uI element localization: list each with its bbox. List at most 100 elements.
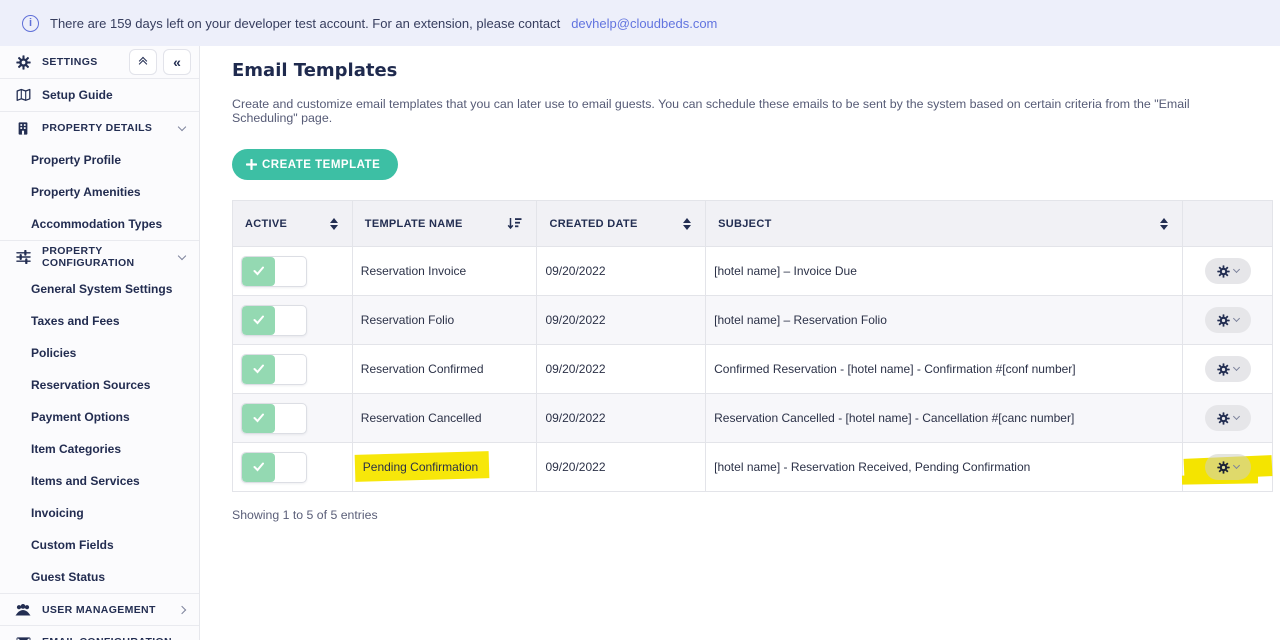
column-header-created-date[interactable]: CREATED DATE (537, 201, 707, 246)
chevron-down-icon (1232, 412, 1240, 421)
row-actions-button[interactable] (1204, 454, 1251, 480)
column-header-subject[interactable]: SUBJECT (706, 201, 1184, 246)
template-name-cell: Reservation Invoice (353, 247, 538, 295)
email-templates-table: ACTIVE TEMPLATE NAME CREATED DATE SUBJEC… (232, 200, 1273, 492)
sidebar-item-property-details[interactable]: PROPERTY DETAILS (0, 112, 199, 144)
chevron-down-icon (1232, 265, 1240, 274)
collapse-all-icon (138, 56, 148, 68)
sidebar-item-label: PROPERTY CONFIGURATION (42, 245, 135, 269)
column-label: TEMPLATE NAME (364, 217, 463, 230)
sliders-icon (15, 250, 31, 264)
sidebar-item-label: Items and Services (31, 474, 140, 488)
template-name-cell: Reservation Cancelled (353, 394, 538, 442)
collapse-all-button[interactable] (129, 49, 157, 75)
gear-icon (15, 54, 31, 70)
sort-descending-icon (508, 218, 522, 230)
column-label: CREATED DATE (549, 217, 638, 230)
sidebar-item-label: Setup Guide (42, 88, 113, 102)
highlighted-actions-wrapper (1181, 454, 1272, 485)
template-name-cell: Reservation Folio (353, 296, 538, 344)
table-row-highlighted: Pending Confirmation 09/20/2022 [hotel n… (233, 442, 1272, 491)
collapse-sidebar-button[interactable] (163, 49, 191, 75)
table-row: Reservation Folio 09/20/2022 [hotel name… (233, 295, 1272, 344)
created-date-cell: 09/20/2022 (537, 296, 707, 344)
sidebar-item-setup-guide[interactable]: Setup Guide (0, 79, 199, 112)
sidebar-item-invoicing[interactable]: Invoicing (0, 497, 199, 529)
column-label: ACTIVE (245, 217, 288, 230)
sidebar-item-item-categories[interactable]: Item Categories (0, 433, 199, 465)
sidebar-item-label: EMAIL CONFIGURATION (42, 636, 179, 640)
sort-icon (330, 218, 338, 230)
created-date-cell: 09/20/2022 (537, 443, 707, 491)
map-icon (15, 88, 31, 102)
sidebar-item-label: Item Categories (31, 442, 122, 456)
table-row: Reservation Confirmed 09/20/2022 Confirm… (233, 344, 1272, 393)
active-toggle[interactable] (241, 402, 307, 434)
check-icon (242, 305, 275, 335)
sidebar-item-label: General System Settings (31, 282, 173, 296)
subject-cell: [hotel name] – Reservation Folio (706, 296, 1184, 344)
sidebar-item-label: USER MANAGEMENT (42, 603, 156, 616)
sidebar-item-guest-status[interactable]: Guest Status (0, 561, 199, 593)
template-name-cell-highlighted: Pending Confirmation (362, 460, 479, 474)
banner-email-link[interactable]: devhelp@cloudbeds.com (571, 15, 718, 31)
info-icon (22, 14, 39, 32)
check-icon (242, 452, 275, 482)
sidebar-item-label: Policies (31, 346, 77, 360)
create-template-button[interactable]: CREATE TEMPLATE (232, 149, 399, 180)
created-date-cell: 09/20/2022 (537, 394, 707, 442)
sidebar-item-label: Custom Fields (31, 538, 114, 552)
email-templates-page: Email Templates Create and customize ema… (200, 46, 1280, 640)
page-description: Create and customize email templates tha… (232, 97, 1190, 125)
sidebar-item-general-system-settings[interactable]: General System Settings (0, 273, 199, 305)
sidebar-item-policies[interactable]: Policies (0, 337, 199, 369)
sidebar-item-reservation-sources[interactable]: Reservation Sources (0, 369, 199, 401)
active-toggle[interactable] (241, 255, 307, 287)
table-entries-summary: Showing 1 to 5 of 5 entries (232, 508, 378, 522)
plus-icon (246, 159, 257, 170)
chevron-down-icon (1232, 314, 1240, 323)
row-actions-button[interactable] (1204, 356, 1251, 382)
template-name-cell: Reservation Confirmed (353, 345, 538, 393)
column-header-active[interactable]: ACTIVE (233, 201, 353, 246)
subject-cell: [hotel name] - Reservation Received, Pen… (706, 443, 1184, 491)
row-actions-button[interactable] (1204, 258, 1251, 284)
active-toggle[interactable] (241, 451, 307, 483)
row-actions-button[interactable] (1204, 307, 1251, 333)
sidebar-item-taxes-and-fees[interactable]: Taxes and Fees (0, 305, 199, 337)
sidebar-item-accommodation-types[interactable]: Accommodation Types (0, 208, 199, 240)
sidebar-item-user-management[interactable]: USER MANAGEMENT (0, 594, 199, 626)
sidebar-item-property-profile[interactable]: Property Profile (0, 144, 199, 176)
sort-icon (683, 218, 691, 230)
subject-cell: Reservation Cancelled - [hotel name] - C… (706, 394, 1184, 442)
sidebar-item-property-configuration[interactable]: PROPERTY CONFIGURATION (0, 241, 199, 273)
sidebar-item-label: PROPERTY DETAILS (42, 122, 153, 134)
active-toggle[interactable] (241, 353, 307, 385)
sidebar-item-label: Property Profile (31, 153, 122, 167)
sidebar-group-property-details: PROPERTY DETAILS Property Profile Proper… (0, 112, 199, 241)
table-row: Reservation Cancelled 09/20/2022 Reserva… (233, 393, 1272, 442)
trial-banner: There are 159 days left on your develope… (0, 0, 1280, 46)
chevron-down-icon (177, 636, 187, 640)
sidebar-item-label: Accommodation Types (31, 217, 163, 231)
sidebar-item-property-amenities[interactable]: Property Amenities (0, 176, 199, 208)
table-row: Reservation Invoice 09/20/2022 [hotel na… (233, 246, 1272, 295)
check-icon (242, 403, 275, 433)
sidebar-item-items-and-services[interactable]: Items and Services (0, 465, 199, 497)
sidebar-item-custom-fields[interactable]: Custom Fields (0, 529, 199, 561)
sidebar-item-payment-options[interactable]: Payment Options (0, 401, 199, 433)
sidebar-item-label: Reservation Sources (31, 378, 151, 392)
sidebar-item-label: Guest Status (31, 570, 106, 584)
sort-icon (1160, 218, 1168, 230)
column-header-template-name[interactable]: TEMPLATE NAME (353, 201, 538, 246)
sidebar-group-property-configuration: PROPERTY CONFIGURATION General System Se… (0, 241, 199, 594)
sidebar-item-email-configuration[interactable]: EMAIL CONFIGURATION (0, 626, 199, 640)
row-actions-button[interactable] (1204, 405, 1251, 431)
banner-text: There are 159 days left on your develope… (50, 15, 561, 31)
check-icon (242, 354, 275, 384)
building-icon (15, 121, 31, 136)
active-toggle[interactable] (241, 304, 307, 336)
created-date-cell: 09/20/2022 (537, 247, 707, 295)
table-header-row: ACTIVE TEMPLATE NAME CREATED DATE SUBJEC… (233, 201, 1272, 246)
sidebar-title: SETTINGS (42, 56, 98, 68)
